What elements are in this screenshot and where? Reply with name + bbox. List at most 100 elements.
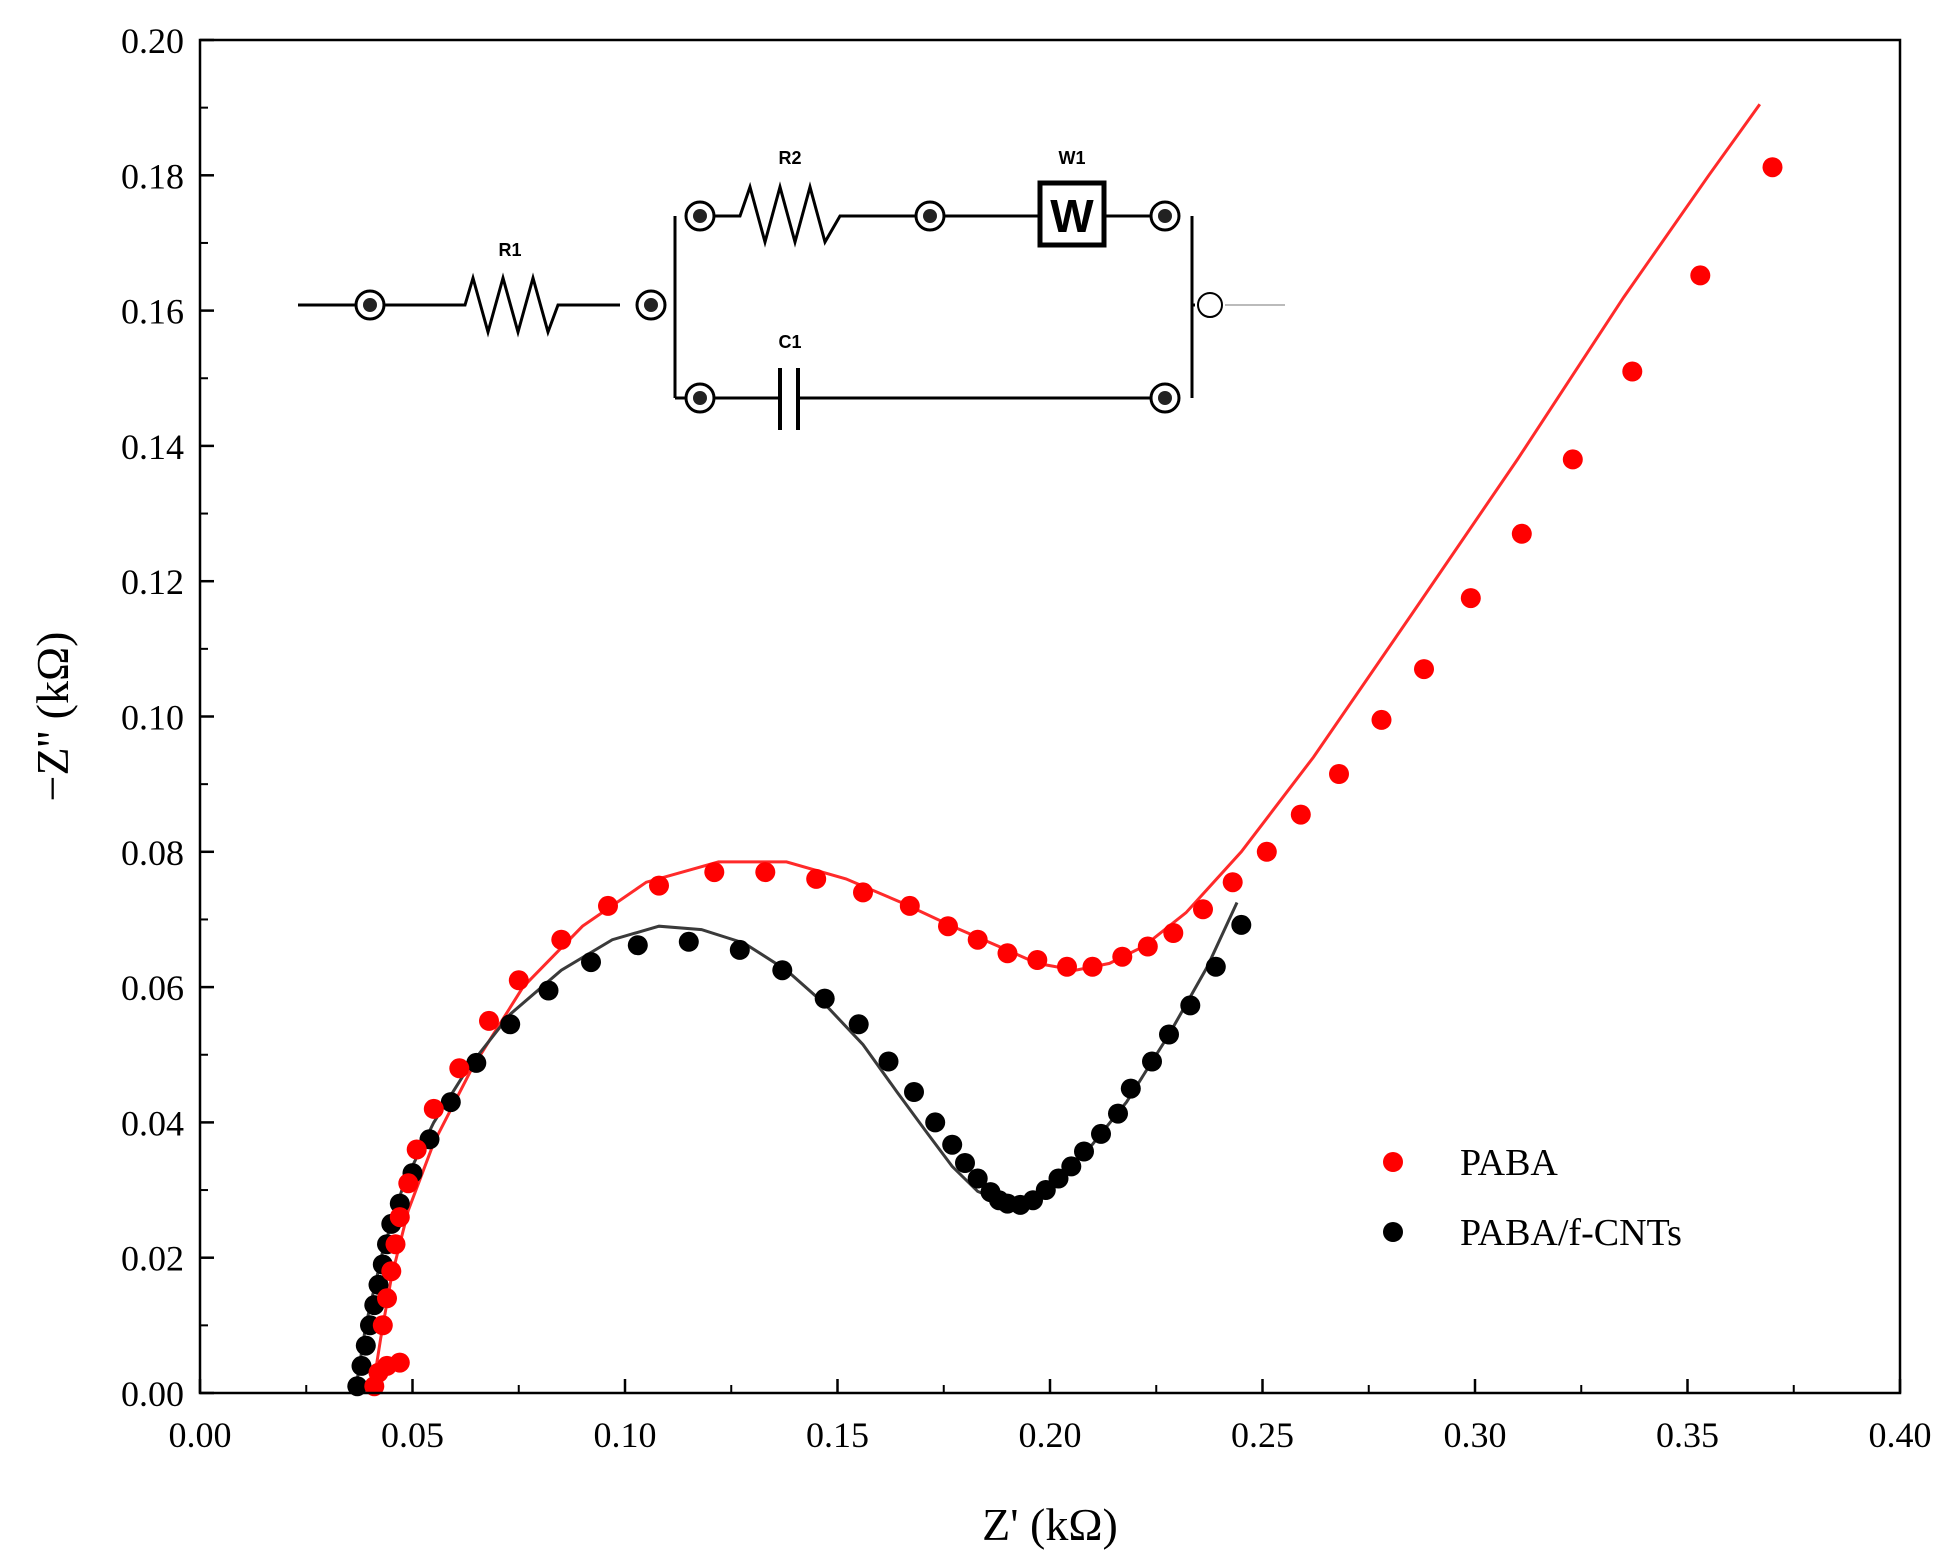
y-tick-label: 0.00 bbox=[121, 1374, 184, 1414]
y-tick-label: 0.04 bbox=[121, 1103, 184, 1143]
data-point-paba bbox=[389, 1352, 410, 1373]
data-point-paba bbox=[1193, 899, 1213, 920]
y-axis-title: −Z'' (kΩ) bbox=[27, 632, 78, 802]
data-point-paba-fcnts bbox=[814, 988, 835, 1009]
y-tick-label: 0.12 bbox=[121, 562, 184, 602]
data-point-paba bbox=[649, 875, 669, 896]
data-point-paba bbox=[508, 970, 529, 991]
w1-label: W1 bbox=[1059, 148, 1086, 168]
data-point-paba-fcnts bbox=[351, 1355, 372, 1376]
y-tick-label: 0.14 bbox=[121, 427, 184, 467]
data-point-paba bbox=[423, 1098, 444, 1119]
fit-line-paba bbox=[370, 103, 1762, 1394]
circuit-node bbox=[1158, 391, 1172, 405]
data-point-paba-fcnts bbox=[772, 960, 793, 981]
data-point-paba bbox=[381, 1261, 402, 1282]
data-point-paba bbox=[406, 1139, 427, 1160]
data-point-paba-fcnts bbox=[1231, 914, 1252, 935]
data-point-paba-fcnts bbox=[355, 1335, 376, 1356]
warburg-w1-symbol bbox=[1037, 180, 1107, 248]
data-point-paba bbox=[967, 929, 988, 950]
y-tick-label: 0.10 bbox=[121, 698, 184, 738]
y-tick-label: 0.08 bbox=[121, 833, 184, 873]
x-tick-label: 0.05 bbox=[381, 1415, 444, 1455]
axes: 0.00 0.05 0.10 0.15 0.20 0.25 0.30 0.35 0.40 0.00… bbox=[27, 21, 1932, 1550]
data-point-paba-fcnts bbox=[538, 980, 559, 1001]
fit-lines bbox=[353, 103, 1762, 1394]
x-axis-title: Z' (kΩ) bbox=[982, 1499, 1118, 1550]
data-point-paba bbox=[1222, 872, 1243, 893]
x-tick-label: 0.00 bbox=[169, 1415, 232, 1455]
data-point-paba-fcnts bbox=[1108, 1103, 1128, 1124]
y-tick-label: 0.18 bbox=[121, 156, 184, 196]
data-point-paba-fcnts bbox=[678, 931, 699, 952]
data-point-paba bbox=[1163, 923, 1184, 943]
data-point-paba-fcnts bbox=[1074, 1141, 1094, 1162]
resistor-r2-symbol bbox=[700, 181, 920, 248]
legend-label-paba: PABA bbox=[1460, 1142, 1558, 1184]
x-tick-label: 0.30 bbox=[1444, 1415, 1507, 1455]
x-tick-label: 0.10 bbox=[594, 1415, 657, 1455]
data-point-paba-fcnts bbox=[729, 939, 750, 960]
data-point-paba bbox=[1511, 523, 1532, 544]
circuit-node bbox=[363, 298, 377, 312]
data-point-paba bbox=[704, 862, 725, 883]
data-point-paba-fcnts bbox=[1061, 1156, 1082, 1177]
data-points bbox=[347, 157, 1783, 1397]
data-point-paba bbox=[755, 862, 776, 883]
data-point-paba-fcnts bbox=[627, 935, 648, 956]
data-point-paba bbox=[1690, 265, 1711, 286]
data-point-paba bbox=[1082, 956, 1103, 977]
circuit-nodes bbox=[354, 200, 1181, 414]
circuit-terminal-open bbox=[1197, 292, 1223, 318]
data-point-paba bbox=[853, 882, 873, 903]
data-point-paba bbox=[385, 1234, 406, 1255]
r2-label: R2 bbox=[778, 148, 801, 168]
data-point-paba-fcnts bbox=[904, 1082, 924, 1102]
data-point-paba-fcnts bbox=[500, 1014, 521, 1035]
x-tick-label: 0.25 bbox=[1231, 1415, 1294, 1455]
data-point-paba bbox=[1562, 449, 1583, 470]
data-point-paba-fcnts bbox=[1159, 1024, 1179, 1045]
data-point-paba bbox=[1329, 764, 1349, 784]
data-point-paba bbox=[938, 916, 958, 937]
data-point-paba bbox=[449, 1058, 470, 1079]
data-point-paba-fcnts bbox=[942, 1134, 963, 1155]
w-symbol-label: W bbox=[1050, 190, 1094, 242]
y-tick-label: 0.06 bbox=[121, 968, 184, 1008]
circuit-node bbox=[693, 391, 707, 405]
circuit-node bbox=[923, 209, 937, 223]
y-tick-label: 0.16 bbox=[121, 292, 184, 332]
data-point-paba bbox=[899, 895, 920, 916]
data-point-paba bbox=[551, 929, 572, 950]
data-point-paba-fcnts bbox=[1035, 1180, 1056, 1200]
equivalent-circuit-inset: R1 R2 W1 W C1 bbox=[298, 148, 1285, 430]
fit-line-paba-fcnts bbox=[353, 901, 1239, 1394]
resistor-r1-symbol bbox=[355, 272, 620, 338]
data-point-paba-fcnts bbox=[1091, 1123, 1111, 1144]
data-point-paba-fcnts bbox=[967, 1168, 988, 1189]
data-point-paba-fcnts bbox=[848, 1014, 869, 1035]
data-point-paba bbox=[1137, 936, 1158, 957]
data-point-paba bbox=[377, 1288, 397, 1309]
data-point-paba bbox=[389, 1207, 410, 1228]
x-tick-label: 0.35 bbox=[1656, 1415, 1719, 1455]
data-point-paba bbox=[479, 1010, 499, 1031]
x-tick-label: 0.40 bbox=[1869, 1415, 1932, 1455]
data-point-paba bbox=[1460, 588, 1481, 609]
circuit-node bbox=[644, 298, 658, 312]
legend-marker-paba bbox=[1383, 1152, 1403, 1172]
legend-marker-paba-fcnts bbox=[1383, 1222, 1403, 1242]
data-point-paba bbox=[372, 1315, 393, 1336]
r1-label: R1 bbox=[498, 240, 521, 260]
data-point-paba-fcnts bbox=[878, 1051, 899, 1072]
data-point-paba bbox=[1057, 956, 1077, 977]
legend-label-paba-fcnts: PABA/f-CNTs bbox=[1460, 1212, 1682, 1254]
circuit-node bbox=[693, 209, 707, 223]
data-point-paba bbox=[1414, 659, 1434, 680]
data-point-paba bbox=[997, 943, 1018, 964]
data-point-paba-fcnts bbox=[955, 1153, 975, 1173]
data-point-paba bbox=[598, 895, 618, 916]
data-point-paba-fcnts bbox=[1205, 956, 1226, 977]
legend: PABA PABA/f-CNTs bbox=[1383, 1142, 1682, 1254]
